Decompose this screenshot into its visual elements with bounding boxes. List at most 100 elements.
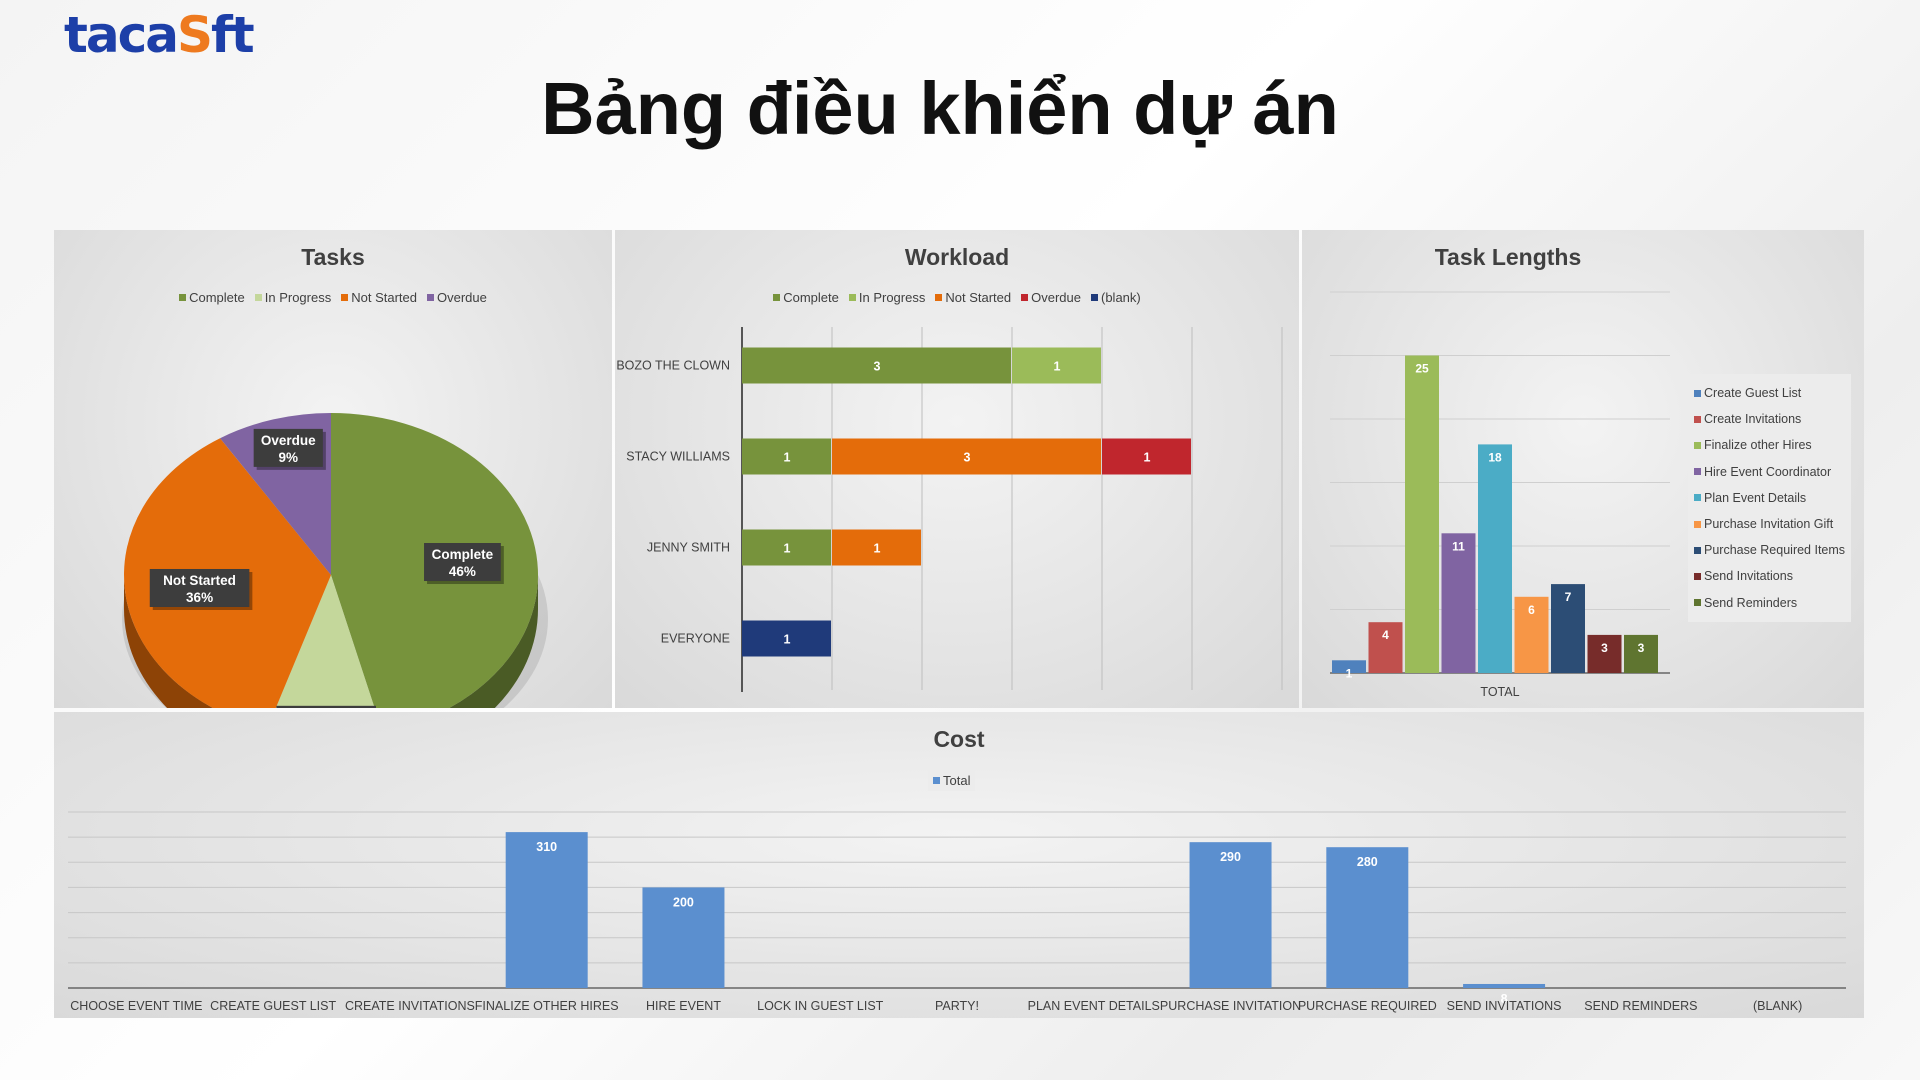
legend-item: Create Invitations bbox=[1694, 406, 1845, 432]
legend-swatch bbox=[254, 294, 262, 301]
pie-label-box bbox=[276, 705, 376, 708]
data-label: 1 bbox=[874, 542, 881, 556]
legend-label: Not Started bbox=[351, 290, 417, 305]
bar-segment bbox=[1012, 347, 1101, 384]
category-label: (BLANK) bbox=[1753, 999, 1802, 1013]
data-label: 8 bbox=[1501, 992, 1508, 1006]
legend-label: Purchase Invitation Gift bbox=[1704, 517, 1834, 532]
category-label: CREATE GUEST LIST bbox=[210, 999, 336, 1013]
data-label: 6 bbox=[1528, 603, 1535, 617]
category-label: CREATE INVITATIONS bbox=[345, 999, 475, 1013]
bar bbox=[1189, 842, 1272, 988]
legend-swatch bbox=[773, 294, 781, 301]
bar bbox=[1332, 660, 1366, 673]
legend-swatch bbox=[1694, 415, 1701, 423]
legend-label: In Progress bbox=[858, 290, 926, 305]
category-label: STACY WILLIAMS bbox=[626, 450, 730, 464]
data-label: 3 bbox=[964, 451, 971, 465]
legend-item: Plan Event Details bbox=[1694, 485, 1845, 511]
data-label: 1 bbox=[784, 633, 791, 647]
legend-swatch bbox=[1694, 441, 1701, 449]
legend-label: Create Invitations bbox=[1704, 412, 1802, 427]
bar bbox=[1478, 444, 1512, 673]
category-label: CHOOSE EVENT TIME bbox=[70, 999, 202, 1013]
legend-swatch bbox=[935, 294, 943, 301]
legend-label: Total bbox=[943, 773, 971, 788]
data-label: 7 bbox=[1565, 590, 1572, 604]
pie-label-value: 46% bbox=[449, 564, 476, 579]
data-label: 1 bbox=[784, 451, 791, 465]
legend-item: Complete bbox=[179, 290, 245, 305]
data-label: 25 bbox=[1415, 362, 1429, 376]
category-label: HIRE EVENT bbox=[646, 999, 721, 1013]
legend-label: Plan Event Details bbox=[1704, 490, 1807, 505]
task-lengths-legend: Create Guest List Create Invitations Final… bbox=[1688, 374, 1852, 622]
bar-segment bbox=[742, 347, 1011, 384]
legend-label: Complete bbox=[783, 290, 839, 305]
category-label: FINALIZE OTHER HIRES bbox=[475, 999, 619, 1013]
legend-label: Purchase Required Items bbox=[1704, 543, 1846, 558]
pie-slice-in-progress bbox=[275, 575, 375, 708]
legend-swatch bbox=[1021, 294, 1029, 301]
data-label: 1 bbox=[1346, 666, 1353, 680]
cost-chart-title: Cost bbox=[933, 726, 985, 752]
legend-label: (blank) bbox=[1101, 290, 1141, 305]
data-label: 280 bbox=[1357, 855, 1378, 869]
bar bbox=[1368, 622, 1403, 673]
bar bbox=[1551, 584, 1585, 673]
legend-item: Create Guest List bbox=[1694, 380, 1845, 406]
data-label: 4 bbox=[1382, 628, 1389, 642]
bar bbox=[1587, 634, 1622, 673]
legend-label: Send Invitations bbox=[1704, 569, 1793, 584]
legend-swatch bbox=[848, 294, 856, 301]
bar-segment bbox=[1102, 438, 1191, 475]
legend-swatch bbox=[933, 777, 940, 784]
legend-swatch bbox=[1694, 546, 1701, 554]
legend-item: Not Started bbox=[935, 290, 1011, 305]
data-label: 1 bbox=[1054, 360, 1061, 374]
data-label: 1 bbox=[1144, 451, 1151, 465]
category-label: EVERYONE bbox=[661, 632, 730, 646]
legend-item: Hire Event Coordinator bbox=[1694, 459, 1845, 485]
workload-panel: Workload Complete In Progress Not Started O… bbox=[615, 230, 1299, 708]
legend-swatch bbox=[1091, 294, 1098, 301]
legend-swatch bbox=[1694, 599, 1701, 607]
data-label: 1 bbox=[784, 542, 791, 556]
cost-bar-chart: CHOOSE EVENT TIME CREATE GUEST LIST CREATE… bbox=[68, 811, 1846, 1013]
legend-swatch bbox=[179, 294, 187, 301]
legend-swatch bbox=[1694, 389, 1701, 397]
category-label: SEND REMINDERS bbox=[1584, 999, 1697, 1013]
bar bbox=[1326, 847, 1409, 988]
bar bbox=[1463, 983, 1546, 988]
legend-label: Overdue bbox=[1031, 290, 1081, 305]
pie-side-complete bbox=[449, 575, 538, 708]
bar bbox=[1514, 596, 1549, 673]
workload-legend: Complete In Progress Not Started Overdue (bl… bbox=[615, 290, 1299, 305]
data-label: 200 bbox=[673, 895, 694, 909]
page-title: Bảng điều khiển dự án bbox=[541, 67, 1339, 150]
legend-item: Overdue bbox=[427, 290, 487, 305]
category-label: SEND INVITATIONS bbox=[1447, 999, 1562, 1013]
tasks-panel: Tasks Complete In Progress Not Started Over… bbox=[54, 230, 612, 708]
tasks-chart-title: Tasks bbox=[301, 244, 365, 270]
pie-label-value: 36% bbox=[186, 590, 213, 605]
pie-label-box bbox=[424, 543, 501, 582]
legend-swatch bbox=[1694, 468, 1701, 476]
category-label: PARTY! bbox=[935, 999, 979, 1013]
task-lengths-panel: Task Lengths 1 4 25 11 18 6 7 3 3 TOTAL Create Gu… bbox=[1302, 230, 1864, 708]
bar bbox=[505, 832, 588, 988]
bar bbox=[1441, 533, 1476, 673]
legend-swatch bbox=[1694, 494, 1701, 502]
data-label: 3 bbox=[1601, 641, 1608, 655]
legend-item: Purchase Invitation Gift bbox=[1694, 511, 1845, 537]
pie-label-box bbox=[149, 568, 250, 607]
category-label: TOTAL bbox=[1480, 685, 1519, 699]
category-label: LOCK IN GUEST LIST bbox=[757, 999, 884, 1013]
legend-label: Not Started bbox=[945, 290, 1012, 305]
bar-segment bbox=[832, 529, 921, 566]
legend-label: Overdue bbox=[437, 290, 487, 305]
pie-label-name: Overdue bbox=[261, 433, 316, 448]
category-label: JENNY SMITH bbox=[647, 541, 730, 555]
data-label: 3 bbox=[874, 360, 881, 374]
